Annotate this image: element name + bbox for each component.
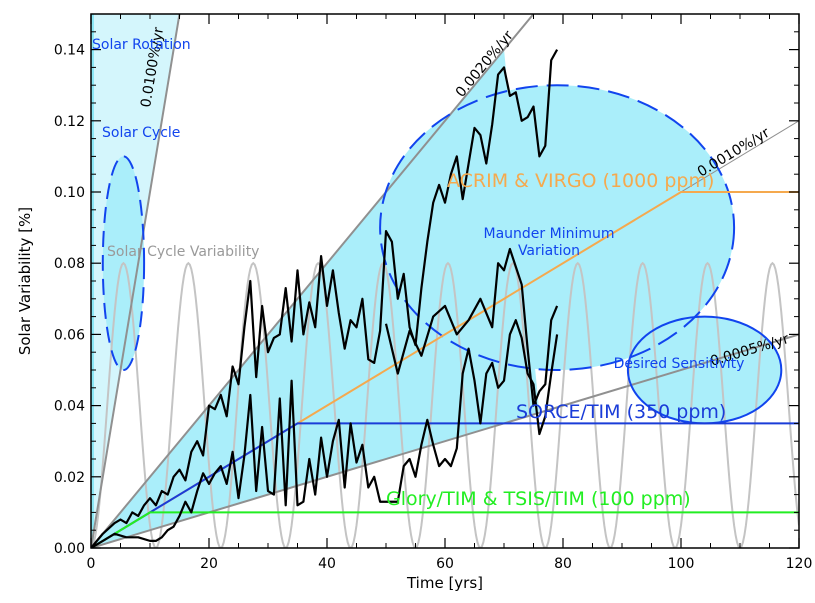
accuracy-curve-1 — [91, 422, 799, 548]
x-tick-label: 20 — [200, 556, 218, 572]
y-axis-title: Solar Variability [%] — [16, 207, 34, 355]
region-label-desired-sensitivity: Desired Sensitivity — [614, 356, 745, 372]
trend-line-0.0100 — [91, 14, 181, 548]
data-series — [91, 49, 559, 548]
y-tick-label: 0.04 — [54, 399, 85, 415]
region-label-maunder-minimum: Maunder Minimum Variation — [484, 226, 615, 259]
x-tick-label: 60 — [436, 556, 454, 572]
series-line-0 — [91, 49, 559, 548]
x-tick-label: 40 — [318, 556, 336, 572]
solar-cycle-outline — [101, 155, 146, 372]
x-tick-label: 0 — [87, 556, 96, 572]
accuracy-label-sorce: SORCE/TIM (350 ppm) — [516, 401, 726, 423]
trend-line-0.0020 — [91, 14, 535, 548]
y-tick-label: 0.10 — [54, 185, 85, 201]
maunder-minimum-fill — [380, 85, 735, 370]
x-tick-label: 80 — [554, 556, 572, 572]
series-line-1 — [91, 319, 559, 548]
y-tick-label: 0.02 — [54, 470, 85, 486]
accuracy-label-acrim: ACRIM & VIRGO (1000 ppm) — [447, 170, 714, 192]
solar-cycle-variability-curve — [91, 261, 799, 548]
solar-cycle-variability-label: Solar Cycle Variability — [107, 244, 259, 260]
x-tick-label: 120 — [786, 556, 813, 572]
y-tick-label: 0.08 — [54, 256, 85, 272]
axes: 0 20 40 60 80 100 120 0.00 0.02 0.04 0.06 0.08 0.10 0… — [54, 13, 813, 572]
x-tick-label: 100 — [668, 556, 695, 572]
y-tick-label: 0.00 — [54, 541, 85, 557]
region-label-solar-cycle: Solar Cycle — [102, 125, 180, 141]
desired-sensitivity-fill — [627, 316, 782, 424]
y-tick-label: 0.12 — [54, 114, 85, 130]
series-line-2 — [384, 247, 559, 407]
y-tick-label: 0.06 — [54, 327, 85, 343]
accuracy-label-glory: Glory/TIM & TSIS/TIM (100 ppm) — [386, 488, 691, 510]
x-axis-title: Time [yrs] — [406, 574, 483, 592]
maunder-minimum-outline — [379, 84, 736, 371]
solar-cycle-variability — [91, 261, 799, 548]
y-tick-label: 0.14 — [54, 43, 85, 59]
region-label-solar-rotation: Solar Rotation — [92, 37, 191, 53]
